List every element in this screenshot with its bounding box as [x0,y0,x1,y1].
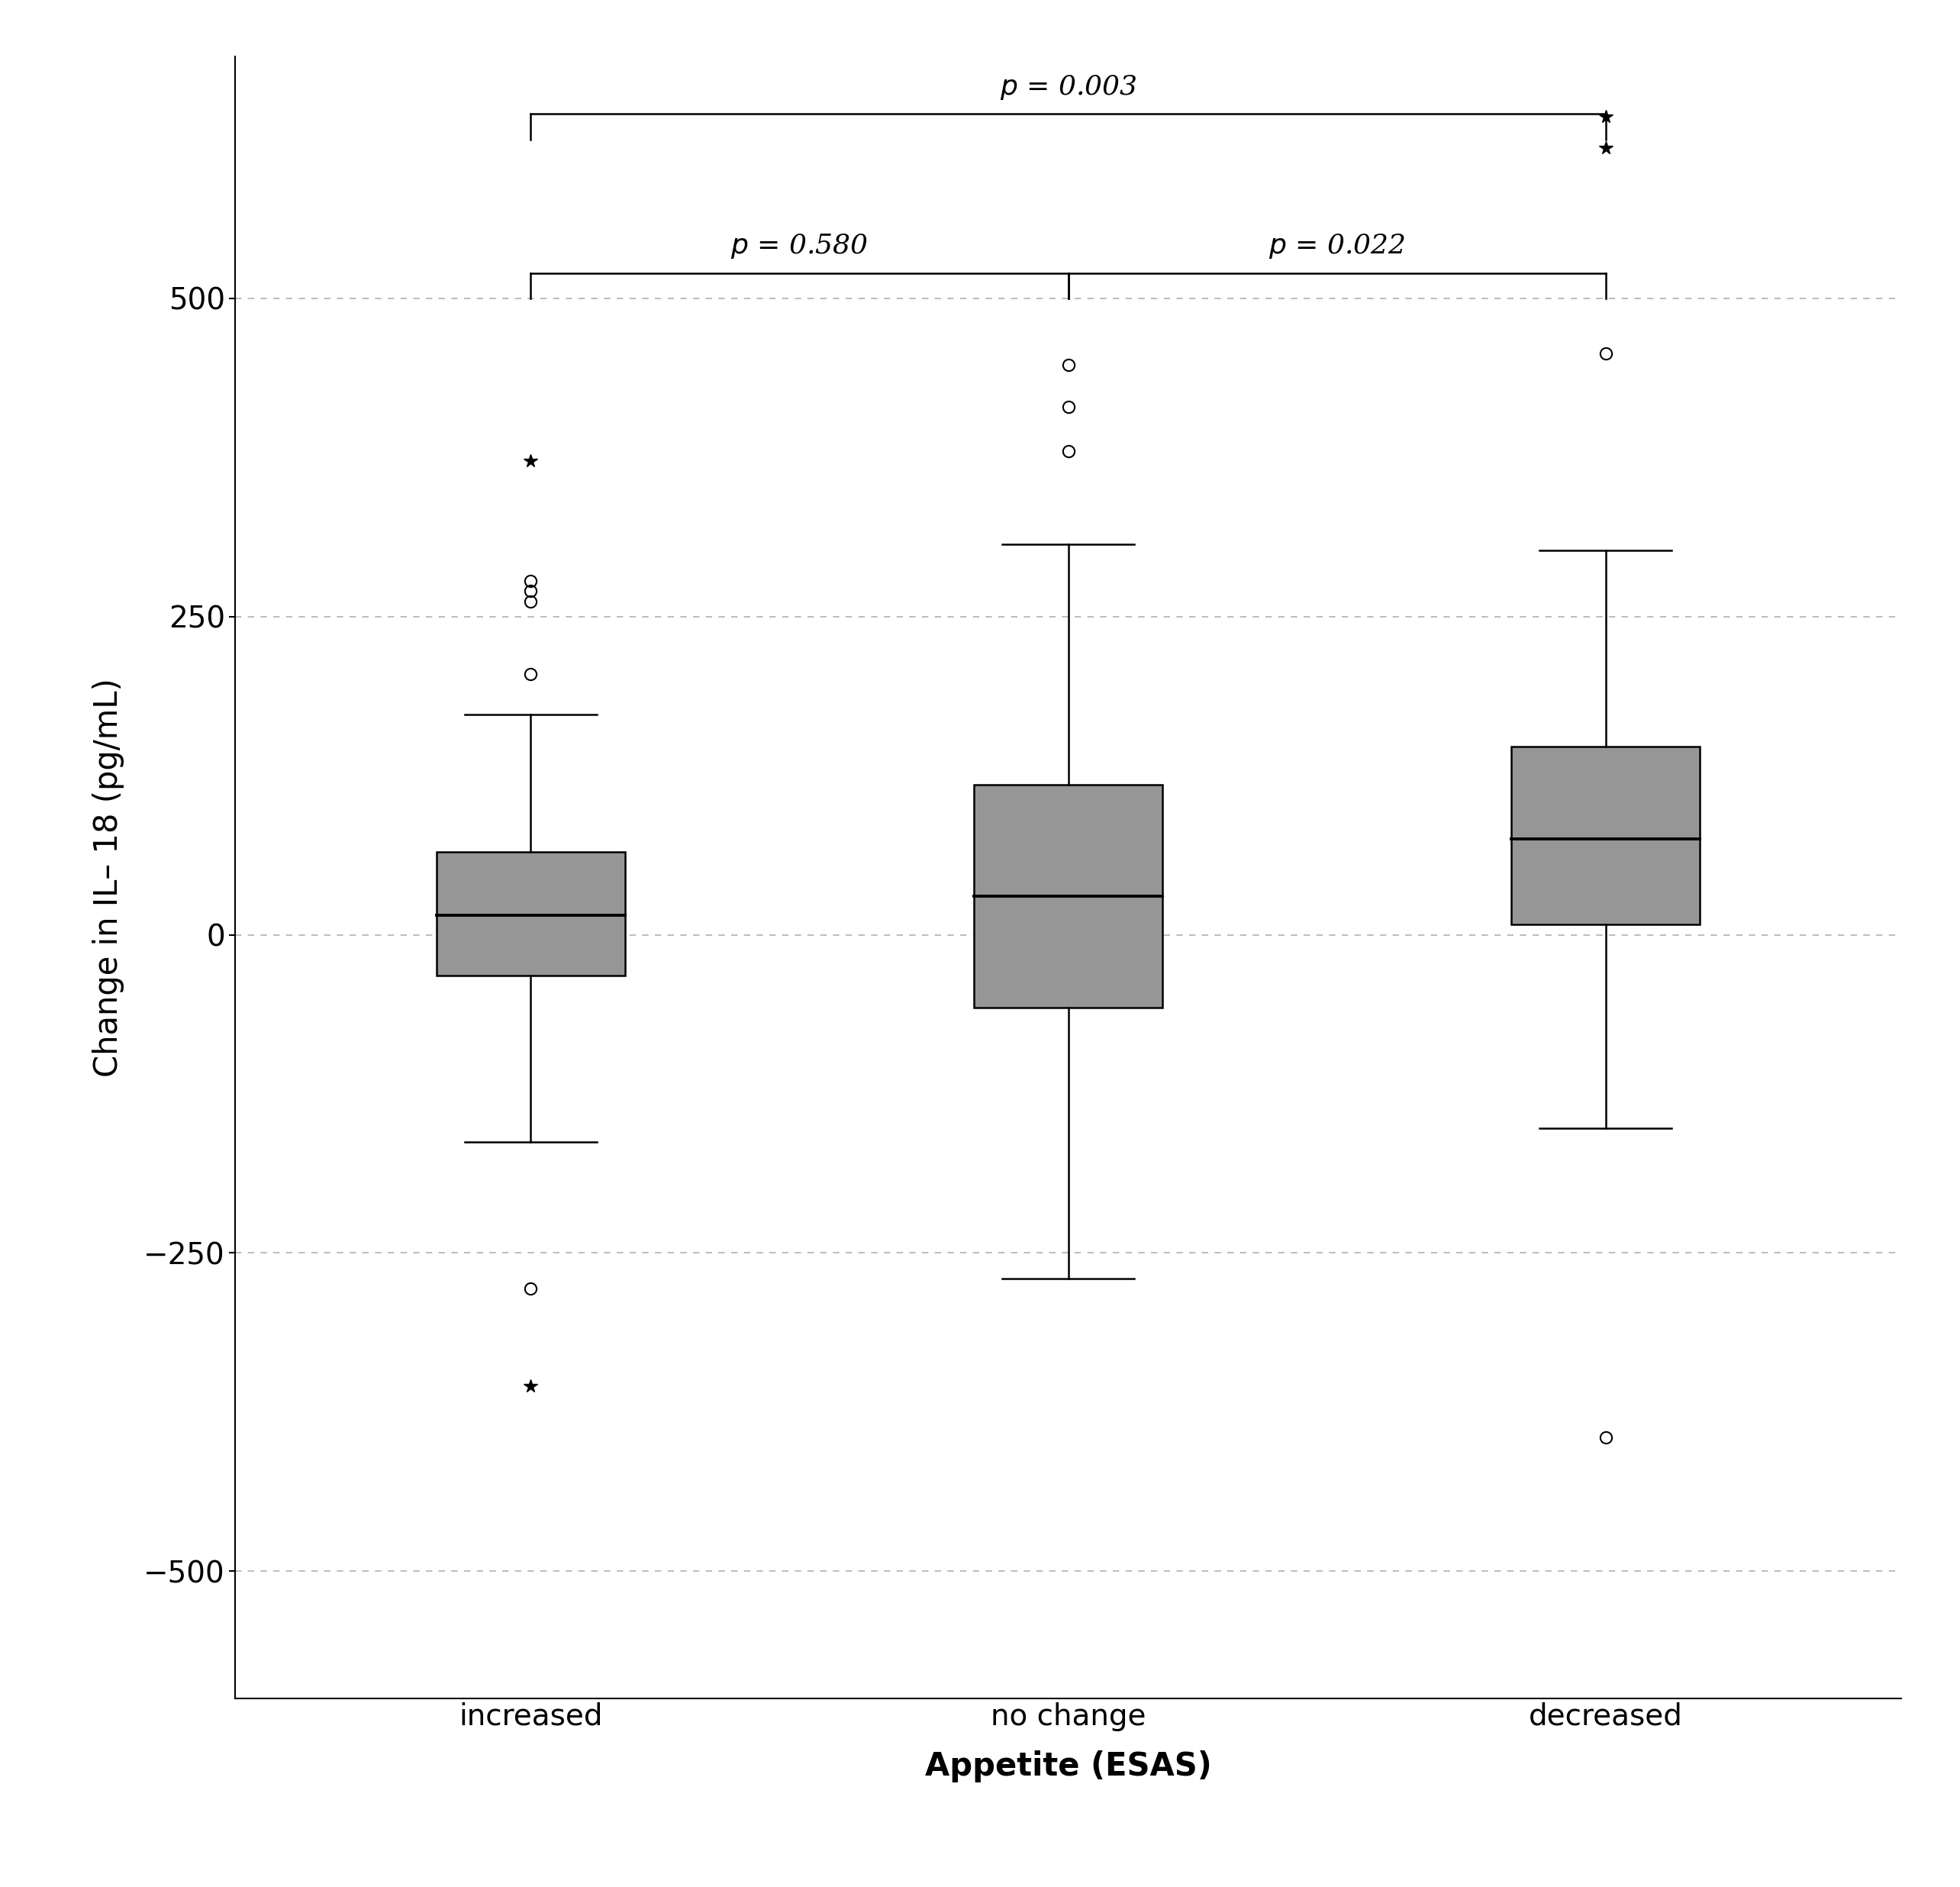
Bar [1511,747,1699,925]
Text: $p$ = 0.003: $p$ = 0.003 [1000,74,1137,102]
Y-axis label: Change in IL– 18 (pg/mL): Change in IL– 18 (pg/mL) [92,677,125,1077]
Bar [437,853,625,976]
X-axis label: Appetite (ESAS): Appetite (ESAS) [925,1749,1211,1781]
Text: $p$ = 0.580: $p$ = 0.580 [731,232,868,260]
Text: $p$ = 0.022: $p$ = 0.022 [1268,232,1405,260]
Bar [974,785,1162,1008]
